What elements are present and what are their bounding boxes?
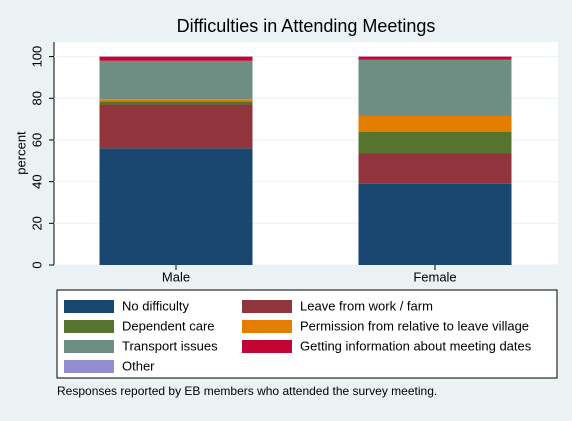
- legend-swatch: [64, 320, 114, 333]
- legend-label: Getting information about meeting dates: [300, 338, 532, 353]
- legend-label: Transport issues: [122, 338, 218, 353]
- legend-label: No difficulty: [122, 298, 189, 313]
- bar-segment: [358, 115, 512, 132]
- legend-swatch: [64, 300, 114, 313]
- legend-label: Dependent care: [122, 318, 215, 333]
- x-tick-label: Male: [162, 269, 190, 284]
- legend-box: [56, 289, 558, 379]
- y-tick-label: 80: [29, 91, 44, 105]
- bar-segment: [99, 101, 253, 105]
- x-tick-label: Female: [413, 269, 456, 284]
- bar-segment: [99, 60, 253, 100]
- legend-swatch: [64, 360, 114, 373]
- bar-segment: [358, 59, 512, 116]
- chart-title: Difficulties in Attending Meetings: [177, 16, 436, 36]
- bar-segment: [99, 99, 253, 102]
- legend-label: Leave from work / farm: [300, 298, 433, 313]
- y-tick-label: 60: [29, 133, 44, 147]
- legend-swatch: [242, 320, 292, 333]
- legend-label: Permission from relative to leave villag…: [300, 318, 529, 333]
- y-tick-label: 20: [29, 216, 44, 230]
- y-tick-label: 40: [29, 174, 44, 188]
- bar-segment: [99, 148, 253, 265]
- y-tick-label: 0: [29, 261, 44, 268]
- legend-swatch: [242, 300, 292, 313]
- bar-segment: [99, 104, 253, 149]
- legend-swatch: [64, 340, 114, 353]
- bar-segment: [358, 131, 512, 154]
- bar-segment: [358, 183, 512, 265]
- y-axis-label: percent: [13, 131, 28, 175]
- y-tick-label: 100: [29, 46, 44, 68]
- bar-segment: [99, 56, 253, 61]
- bar-segment: [358, 153, 512, 184]
- legend-label: Other: [122, 358, 155, 373]
- bar-segment: [358, 56, 512, 60]
- legend-swatch: [242, 340, 292, 353]
- note: Responses reported by EB members who att…: [57, 384, 437, 398]
